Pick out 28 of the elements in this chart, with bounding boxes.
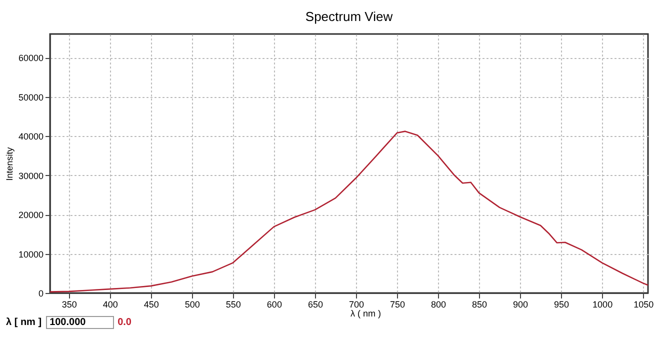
chart-title: Spectrum View (305, 9, 394, 24)
text: 0.0 (118, 317, 132, 328)
y-tick-label: 60000 (18, 53, 44, 64)
y-tick-label: 20000 (18, 210, 44, 220)
x-tick-label: 450 (144, 300, 159, 310)
y-axis-title: Intensity (4, 146, 14, 181)
x-tick-label: 900 (513, 300, 528, 310)
x-tick-label: 1050 (634, 300, 654, 310)
x-tick-label: 550 (226, 300, 241, 310)
x-tick-label: 800 (430, 300, 446, 310)
x-tick-label: 350 (62, 300, 77, 310)
x-tick-label: 700 (348, 300, 364, 310)
x-tick-label: 950 (554, 300, 570, 310)
x-axis-title: λ ( nm ) (350, 308, 381, 318)
text: λ [ nm ] (6, 317, 42, 328)
y-tick-label: 0 (38, 288, 44, 298)
x-tick-label: 750 (390, 300, 406, 310)
y-tick-label: 40000 (18, 132, 44, 142)
y-tick-label: 30000 (18, 170, 44, 181)
x-tick-label: 500 (184, 300, 200, 310)
x-tick-label: 850 (472, 300, 488, 310)
x-tick-label: 600 (266, 300, 282, 310)
x-tick-label: 400 (102, 300, 118, 310)
text: 100.000 (46, 316, 114, 329)
y-tick-label: 10000 (18, 249, 44, 260)
x-tick-label: 650 (308, 300, 323, 310)
y-tick-label: 50000 (18, 92, 44, 102)
x-tick-label: 1000 (592, 300, 613, 310)
